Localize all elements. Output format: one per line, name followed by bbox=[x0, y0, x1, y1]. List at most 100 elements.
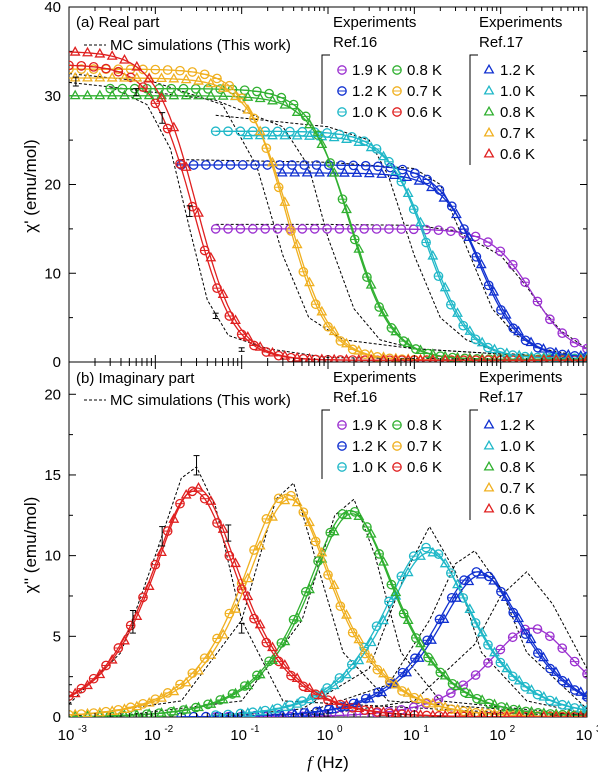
legend-entry: 0.8 K bbox=[500, 459, 535, 476]
y-tick-label: 40 bbox=[44, 0, 61, 16]
data-point bbox=[476, 336, 488, 347]
legend-entry: 1.9 K bbox=[352, 417, 387, 434]
data-point bbox=[301, 166, 313, 177]
data-point bbox=[279, 350, 291, 360]
data-point bbox=[562, 677, 574, 688]
data-point bbox=[416, 354, 425, 362]
data-point bbox=[328, 525, 340, 536]
data-point bbox=[413, 175, 425, 185]
data-point bbox=[230, 557, 241, 568]
data-point bbox=[581, 703, 587, 714]
data-point bbox=[464, 603, 476, 613]
data-point bbox=[156, 707, 167, 717]
data-point bbox=[489, 646, 500, 657]
data-point bbox=[94, 71, 106, 82]
data-point bbox=[279, 659, 291, 669]
data-point bbox=[402, 614, 414, 625]
mc-curve bbox=[110, 86, 587, 360]
fit-line bbox=[215, 228, 587, 350]
legend-entry: 0.7 K bbox=[407, 438, 442, 455]
data-point bbox=[69, 60, 74, 71]
data-point bbox=[415, 550, 426, 560]
data-point bbox=[581, 689, 587, 700]
data-point bbox=[466, 710, 474, 717]
data-point bbox=[365, 349, 377, 359]
legend-entry: 0.6 K bbox=[407, 104, 442, 121]
data-point bbox=[180, 73, 192, 84]
data-point bbox=[575, 686, 587, 696]
data-point bbox=[94, 89, 106, 100]
data-point bbox=[193, 89, 204, 100]
data-point bbox=[550, 696, 562, 706]
data-point bbox=[131, 72, 143, 82]
data-point bbox=[69, 89, 81, 100]
x-tick-label: 10 bbox=[58, 727, 75, 744]
legend-experiments-header: Experiments bbox=[479, 14, 562, 31]
data-point bbox=[328, 695, 340, 705]
data-point bbox=[106, 705, 118, 715]
legend-marker bbox=[483, 460, 495, 471]
data-point bbox=[143, 580, 155, 590]
data-point bbox=[267, 511, 278, 521]
data-point bbox=[82, 707, 93, 717]
data-point bbox=[353, 510, 365, 520]
data-point bbox=[353, 136, 365, 146]
legend-marker bbox=[483, 439, 495, 450]
data-point bbox=[353, 243, 365, 253]
data-point bbox=[500, 308, 512, 319]
data-point bbox=[94, 47, 106, 58]
data-point bbox=[351, 167, 363, 177]
data-point bbox=[413, 652, 425, 662]
data-point bbox=[304, 118, 315, 129]
data-point bbox=[242, 707, 254, 717]
data-point bbox=[267, 641, 278, 652]
data-point bbox=[279, 494, 291, 505]
legend-marker bbox=[483, 147, 495, 158]
data-point bbox=[279, 635, 291, 646]
legend-entry: 1.2 K bbox=[352, 83, 387, 100]
y-tick-label: 30 bbox=[44, 88, 61, 105]
fit-line bbox=[181, 164, 587, 358]
data-point bbox=[242, 91, 254, 101]
x-tick-label: 10 bbox=[576, 727, 593, 744]
mc-error-bars bbox=[69, 455, 245, 705]
data-point bbox=[279, 701, 291, 712]
data-point bbox=[464, 688, 476, 698]
data-point bbox=[463, 231, 475, 241]
data-point bbox=[82, 71, 93, 82]
y-axis: 0 5 10 15 20 bbox=[44, 386, 587, 726]
data-point bbox=[415, 693, 426, 703]
data-point bbox=[513, 612, 525, 623]
data-point bbox=[439, 557, 451, 568]
y-tick-label: 5 bbox=[53, 628, 61, 645]
data-point bbox=[205, 495, 217, 505]
data-point bbox=[156, 92, 167, 102]
data-point bbox=[193, 701, 204, 712]
data-point bbox=[131, 700, 143, 711]
data-point bbox=[415, 708, 426, 717]
legend-marker bbox=[483, 502, 495, 513]
data-point bbox=[106, 653, 118, 664]
data-point bbox=[131, 610, 143, 620]
data-point bbox=[502, 708, 512, 717]
data-point bbox=[500, 591, 512, 602]
data-point bbox=[489, 698, 500, 709]
data-point bbox=[475, 258, 487, 269]
plot-frame bbox=[68, 361, 588, 718]
data-point bbox=[106, 50, 118, 60]
data-point bbox=[168, 705, 180, 716]
data-point bbox=[415, 637, 426, 648]
data-point bbox=[341, 203, 352, 214]
y-tick-label: 10 bbox=[44, 265, 61, 282]
data-point bbox=[242, 331, 254, 341]
data-point bbox=[328, 325, 340, 336]
data-point bbox=[401, 666, 413, 677]
legend-marker bbox=[483, 481, 495, 492]
data-point bbox=[391, 354, 401, 362]
legend-entry: 0.6 K bbox=[407, 459, 442, 476]
data-point bbox=[464, 705, 476, 716]
legend-marker bbox=[483, 418, 495, 429]
y-axis: 0 10 20 30 40 bbox=[44, 0, 587, 371]
data-point bbox=[119, 703, 130, 713]
data-point bbox=[390, 707, 402, 717]
